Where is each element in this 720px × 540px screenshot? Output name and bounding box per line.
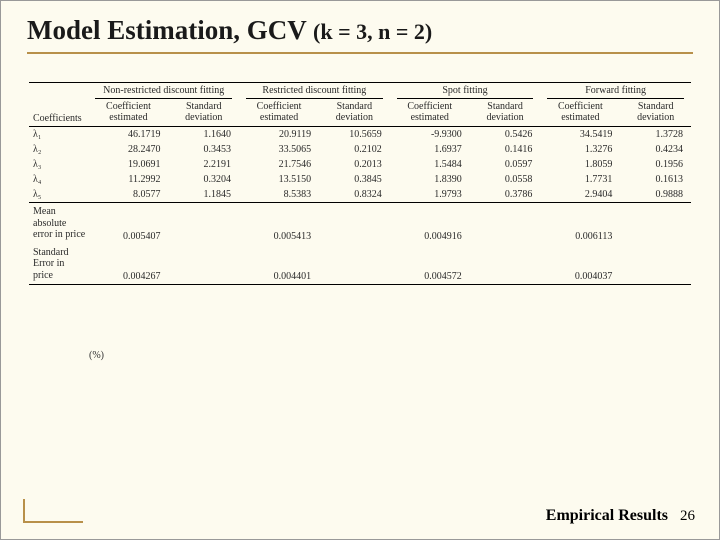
cell: 10.5659 [319, 127, 390, 143]
cell: 1.3728 [620, 127, 691, 143]
cell: 13.5150 [239, 172, 319, 187]
cell: 1.8390 [390, 172, 470, 187]
cell: 0.005407 [88, 203, 168, 244]
cell: 0.2102 [319, 142, 390, 157]
cell [470, 244, 541, 285]
cell: 8.5383 [239, 187, 319, 203]
cell: 0.3845 [319, 172, 390, 187]
cell: 0.2013 [319, 157, 390, 172]
table-group-header-row: Coefficients Non-restricted discount fit… [29, 83, 691, 101]
subhead: Standard deviation [620, 100, 691, 127]
subhead: Coefficient estimated [540, 100, 620, 127]
cell: 11.2992 [88, 172, 168, 187]
coef-label: λ₄ [29, 172, 88, 187]
percent-note: (%) [89, 350, 104, 361]
cell: 1.9793 [390, 187, 470, 203]
cell: 0.3453 [169, 142, 240, 157]
slide-body: Model Estimation, GCV (k = 3, n = 2) Coe… [1, 1, 719, 285]
cell: 28.2470 [88, 142, 168, 157]
cell: 2.2191 [169, 157, 240, 172]
cell: 0.004916 [390, 203, 470, 244]
coef-label: λ₃ [29, 157, 88, 172]
summary-row: Mean absolute error in price 0.005407 0.… [29, 203, 691, 244]
cell: 0.005413 [239, 203, 319, 244]
title-bar: Model Estimation, GCV (k = 3, n = 2) [27, 15, 693, 54]
cell: 0.0597 [470, 157, 541, 172]
cell: 8.0577 [88, 187, 168, 203]
title-main: Model Estimation, GCV [27, 15, 306, 45]
cell: -9.9300 [390, 127, 470, 143]
cell: 0.004401 [239, 244, 319, 285]
cell: 33.5065 [239, 142, 319, 157]
row-header-label: Coefficients [33, 113, 82, 124]
cell: 21.7546 [239, 157, 319, 172]
cell: 19.0691 [88, 157, 168, 172]
subhead: Coefficient estimated [390, 100, 470, 127]
group-header: Non-restricted discount fitting [95, 85, 232, 99]
cell: 1.1845 [169, 187, 240, 203]
cell: 0.006113 [540, 203, 620, 244]
corner-accent-icon [23, 499, 83, 523]
cell: 0.0558 [470, 172, 541, 187]
cell: 0.1613 [620, 172, 691, 187]
cell: 0.8324 [319, 187, 390, 203]
subhead: Coefficient estimated [88, 100, 168, 127]
cell: 1.8059 [540, 157, 620, 172]
cell: 1.3276 [540, 142, 620, 157]
group-header: Spot fitting [397, 85, 534, 99]
cell: 0.3204 [169, 172, 240, 187]
cell: 0.9888 [620, 187, 691, 203]
cell: 0.3786 [470, 187, 541, 203]
summary-label: Standard Error in price [29, 244, 88, 285]
cell: 1.5484 [390, 157, 470, 172]
cell [169, 203, 240, 244]
cell: 0.1416 [470, 142, 541, 157]
group-header: Restricted discount fitting [246, 85, 383, 99]
table-row: λ₃ 19.0691 2.2191 21.7546 0.2013 1.5484 … [29, 157, 691, 172]
cell [620, 203, 691, 244]
cell: 0.1956 [620, 157, 691, 172]
subhead: Standard deviation [169, 100, 240, 127]
cell: 46.1719 [88, 127, 168, 143]
cell: 0.5426 [470, 127, 541, 143]
table-row: λ₄ 11.2992 0.3204 13.5150 0.3845 1.8390 … [29, 172, 691, 187]
footer-section: Empirical Results [546, 507, 668, 524]
title-sub: (k = 3, n = 2) [313, 19, 432, 44]
results-table: Coefficients Non-restricted discount fit… [29, 82, 691, 285]
cell: 20.9119 [239, 127, 319, 143]
table-row: λ₅ 8.0577 1.1845 8.5383 0.8324 1.9793 0.… [29, 187, 691, 203]
table-row: λ₁ 46.1719 1.1640 20.9119 10.5659 -9.930… [29, 127, 691, 143]
cell: 0.4234 [620, 142, 691, 157]
subhead: Standard deviation [319, 100, 390, 127]
coef-label: λ₁ [29, 127, 88, 143]
cell [169, 244, 240, 285]
group-header: Forward fitting [547, 85, 684, 99]
cell: 0.004037 [540, 244, 620, 285]
cell: 34.5419 [540, 127, 620, 143]
subhead: Standard deviation [470, 100, 541, 127]
table-row: λ₂ 28.2470 0.3453 33.5065 0.2102 1.6937 … [29, 142, 691, 157]
cell: 2.9404 [540, 187, 620, 203]
cell: 0.004572 [390, 244, 470, 285]
table-subheader-row: Coefficient estimated Standard deviation… [29, 100, 691, 127]
page-title: Model Estimation, GCV (k = 3, n = 2) [27, 15, 432, 45]
summary-row: Standard Error in price 0.004267 0.00440… [29, 244, 691, 285]
cell [470, 203, 541, 244]
cell [319, 244, 390, 285]
cell: 1.1640 [169, 127, 240, 143]
summary-label: Mean absolute error in price [29, 203, 88, 244]
coef-label: λ₂ [29, 142, 88, 157]
footer: Empirical Results 26 [546, 507, 695, 525]
results-table-wrap: Coefficients Non-restricted discount fit… [27, 82, 693, 285]
cell [319, 203, 390, 244]
coef-label: λ₅ [29, 187, 88, 203]
subhead: Coefficient estimated [239, 100, 319, 127]
cell: 0.004267 [88, 244, 168, 285]
cell: 1.7731 [540, 172, 620, 187]
cell [620, 244, 691, 285]
page-number: 26 [680, 508, 695, 524]
cell: 1.6937 [390, 142, 470, 157]
